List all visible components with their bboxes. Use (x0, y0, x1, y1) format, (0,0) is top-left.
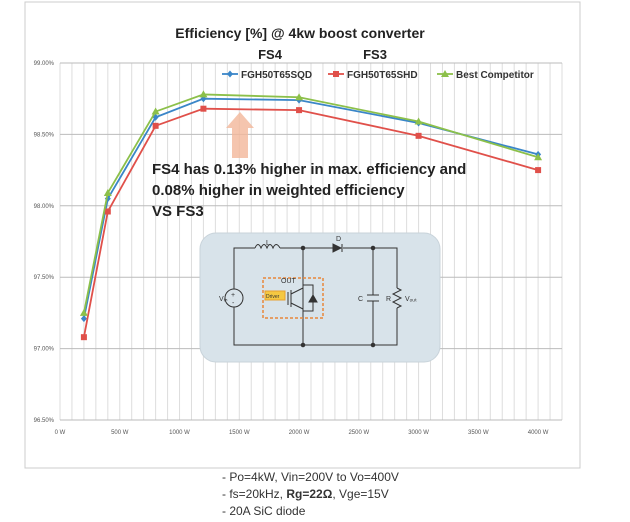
y-tick-label: 98.00% (34, 204, 55, 210)
data-point (227, 70, 233, 78)
vout-label: Vₒᵤₜ (405, 296, 417, 303)
minus-sign: - (232, 300, 235, 307)
x-tick-label: 1500 W (229, 430, 250, 436)
x-tick-label: 0 W (55, 430, 66, 436)
dut-label: OUT (281, 278, 297, 285)
data-point (415, 132, 422, 139)
legend: FGH50T65SQD FGH50T65SHD Best Competitor (222, 70, 534, 81)
data-point (80, 315, 87, 323)
note-line-2: - fs=20kHz, Rg=22Ω, Vge=15V (222, 487, 389, 501)
vin-label: Vᵢₙ (219, 296, 228, 303)
voltage-source-icon (224, 288, 244, 308)
chart-title: Efficiency [%] @ 4kw boost converter (175, 25, 425, 41)
legend-label: Best Competitor (456, 70, 534, 81)
legend-label: FGH50T65SHD (347, 70, 418, 81)
x-tick-label: 3000 W (408, 430, 429, 436)
y-tick-label: 98.50% (34, 132, 55, 138)
data-point (534, 153, 543, 161)
x-tick-label: 1000 W (169, 430, 190, 436)
data-point (79, 308, 88, 316)
inductor-label: L (266, 240, 270, 247)
data-point (296, 107, 303, 114)
y-tick-label: 99.00% (34, 61, 55, 67)
fs4-label: FS4 (258, 47, 283, 62)
note-rg: Rg=22Ω (286, 487, 333, 501)
capacitor-label: C (358, 296, 363, 303)
x-tick-label: 2000 W (289, 430, 310, 436)
legend-label: FGH50T65SQD (241, 70, 312, 81)
annotation-line-1: FS4 has 0.13% higher in max. efficiency … (152, 161, 466, 178)
plus-sign: + (231, 292, 235, 299)
x-tick-label: 500 W (111, 430, 129, 436)
driver-label: Driver (266, 294, 280, 300)
data-point (104, 208, 111, 215)
data-point (151, 107, 160, 115)
diode-icon (332, 243, 343, 253)
note-fs: - fs=20kHz, (222, 487, 287, 501)
arrow-up-icon (226, 112, 254, 158)
boost-converter-circuit (199, 232, 441, 363)
data-point (152, 122, 159, 129)
data-point (333, 71, 339, 77)
note-line-3: - 20A SiC diode (222, 504, 306, 518)
annotation-line-2: 0.08% higher in weighted efficiency (152, 182, 405, 199)
x-tick-label: 2500 W (348, 430, 369, 436)
inductor-icon (254, 244, 281, 250)
data-point (199, 90, 208, 98)
fs3-label: FS3 (363, 47, 387, 62)
x-tick-label: 3500 W (468, 430, 489, 436)
data-point (535, 167, 542, 174)
data-point (295, 93, 304, 101)
annotation-line-3: VS FS3 (152, 203, 204, 220)
note-vge: , Vge=15V (332, 487, 389, 501)
data-point (80, 334, 87, 341)
resistor-icon (391, 287, 403, 309)
data-point (200, 105, 207, 112)
resistor-label: R (386, 296, 391, 303)
capacitor-icon (367, 294, 379, 302)
data-point (103, 188, 112, 196)
note-line-1: - Po=4kW, Vin=200V to Vo=400V (222, 470, 399, 484)
y-tick-label: 97.50% (34, 275, 55, 281)
data-point (441, 70, 449, 77)
y-tick-label: 96.50% (34, 418, 55, 424)
diode-label: D (336, 236, 341, 243)
x-tick-label: 4000 W (528, 430, 549, 436)
y-tick-label: 97.00% (34, 347, 55, 353)
data-point (414, 117, 423, 125)
